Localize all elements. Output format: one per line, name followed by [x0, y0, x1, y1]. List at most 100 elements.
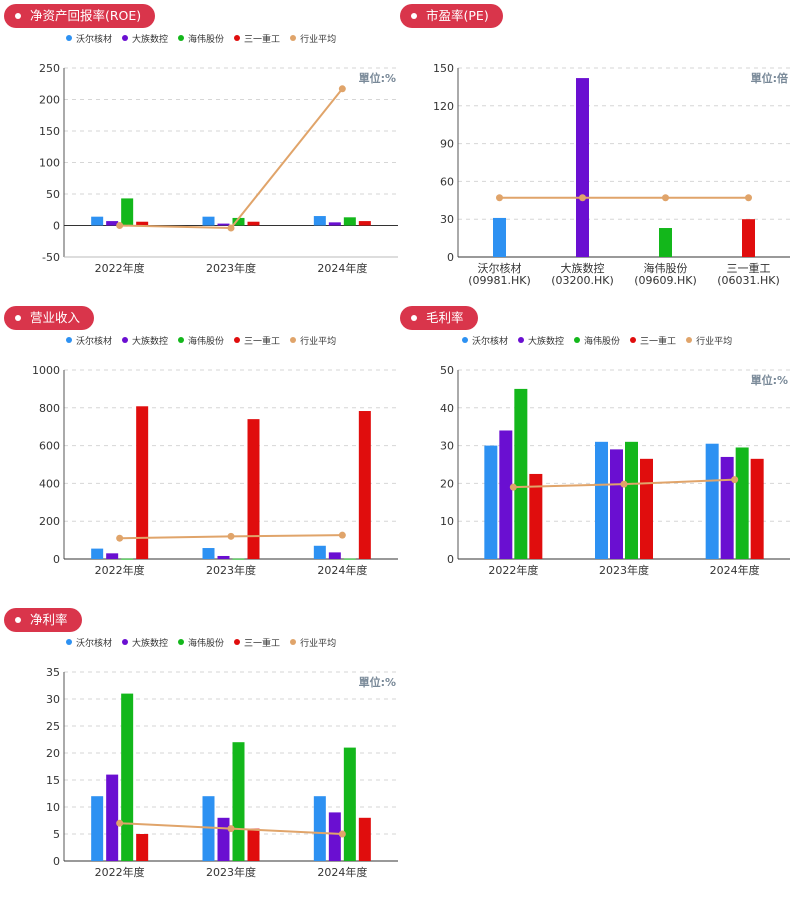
y-tick-label: 200 [39, 515, 60, 528]
net-margin-chart-panel: 净利率 沃尔核材 大族数控 海伟股份 三一重工 行业平均 0 5 10 15 20 25 3… [0, 604, 398, 904]
roe-legend[interactable]: 沃尔核材 大族数控 海伟股份 三一重工 行业平均 [66, 30, 346, 46]
bar [358, 817, 371, 861]
bar [514, 388, 528, 559]
legend-item-average[interactable]: 行业平均 [290, 332, 336, 348]
average-point [338, 85, 346, 93]
average-point [731, 476, 739, 484]
bar [484, 445, 498, 559]
legend-item-dazu[interactable]: 大族数控 [122, 332, 168, 348]
net-margin-title-pill: 净利率 [4, 608, 82, 632]
y-tick-label: 25 [46, 720, 60, 733]
bar [121, 693, 134, 861]
net-margin-legend[interactable]: 沃尔核材 大族数控 海伟股份 三一重工 行业平均 [66, 634, 346, 650]
legend-dot-icon [122, 639, 129, 645]
legend-item-wal[interactable]: 沃尔核材 [66, 634, 112, 650]
y-tick-label: 600 [39, 440, 60, 453]
bar [247, 419, 260, 559]
bar [640, 458, 653, 559]
legend-item-dazu[interactable]: 大族数控 [518, 332, 564, 348]
legend-item-wal[interactable]: 沃尔核材 [66, 332, 112, 348]
revenue-legend[interactable]: 沃尔核材 大族数控 海伟股份 三一重工 行业平均 [66, 332, 346, 348]
legend-dot-icon [462, 337, 468, 343]
bar [136, 834, 149, 861]
bar [705, 443, 719, 559]
x-tick-label: 2022年度 [95, 563, 145, 577]
x-tick-code-label: (06031.HK) [717, 274, 780, 287]
y-tick-label: 35 [46, 666, 60, 679]
y-tick-label: 30 [440, 440, 454, 453]
legend-item-haiwei[interactable]: 海伟股份 [178, 634, 224, 650]
average-line [119, 88, 344, 230]
y-tick-label: 20 [440, 477, 454, 490]
bar [121, 198, 134, 226]
y-tick-label: 50 [46, 188, 60, 201]
legend-dot-icon [290, 639, 297, 645]
average-point [116, 222, 124, 229]
y-tick-label: 120 [433, 100, 454, 113]
bar [742, 219, 755, 257]
legend-item-haiwei[interactable]: 海伟股份 [178, 30, 224, 46]
legend-item-average[interactable]: 行业平均 [686, 332, 732, 348]
legend-item-average[interactable]: 行业平均 [290, 30, 336, 46]
pill-dot-icon [411, 13, 417, 19]
legend-item-sany[interactable]: 三一重工 [630, 332, 676, 348]
legend-item-wal[interactable]: 沃尔核材 [462, 332, 508, 348]
y-tick-label: 100 [39, 157, 60, 170]
gross-margin-title-pill: 毛利率 [400, 306, 478, 330]
legend-item-dazu[interactable]: 大族数控 [122, 634, 168, 650]
y-tick-label: -50 [42, 251, 60, 264]
bar [202, 796, 215, 861]
gross-margin-legend[interactable]: 沃尔核材 大族数控 海伟股份 三一重工 行业平均 [462, 332, 742, 348]
legend-dot-icon [290, 35, 297, 41]
bar [343, 558, 356, 560]
legend-dot-icon [66, 337, 72, 343]
bar [106, 221, 119, 226]
average-point [620, 480, 628, 488]
x-tick-label: 沃尔核材 [478, 261, 522, 275]
bar [91, 796, 104, 861]
legend-dot-icon [234, 35, 241, 41]
legend-dot-icon [66, 639, 72, 645]
y-tick-label: 1000 [32, 364, 60, 377]
bar [91, 548, 104, 559]
legend-dot-icon [686, 337, 693, 343]
y-tick-label: 150 [39, 125, 60, 138]
legend-item-dazu[interactable]: 大族数控 [122, 30, 168, 46]
legend-item-sany[interactable]: 三一重工 [234, 332, 280, 348]
legend-item-average[interactable]: 行业平均 [290, 634, 336, 650]
unit-label: 單位:% [359, 675, 396, 689]
legend-item-haiwei[interactable]: 海伟股份 [178, 332, 224, 348]
average-point [338, 830, 346, 838]
unit-label: 單位:% [359, 71, 396, 85]
legend-item-sany[interactable]: 三一重工 [234, 634, 280, 650]
bar [328, 222, 341, 226]
x-tick-label: 2024年度 [710, 563, 760, 577]
gross-margin-plot: 0 10 20 30 40 50 單位:% 2022年度 2023年度 2024年度 [440, 364, 790, 577]
revenue-title: 营业收入 [30, 310, 81, 325]
y-tick-label: 20 [46, 747, 60, 760]
legend-dot-icon [234, 337, 241, 343]
roe-title-pill: 净资产回报率(ROE) [4, 4, 156, 28]
legend-item-wal[interactable]: 沃尔核材 [66, 30, 112, 46]
bar [358, 411, 371, 559]
bar [610, 449, 623, 559]
bar [499, 430, 513, 559]
bar [313, 216, 326, 226]
legend-item-haiwei[interactable]: 海伟股份 [574, 332, 620, 348]
pill-dot-icon [411, 315, 417, 321]
x-tick-label: 2022年度 [95, 865, 145, 879]
bar [529, 473, 543, 559]
bar [202, 216, 215, 226]
bar [247, 828, 260, 861]
bar [202, 548, 215, 559]
x-tick-label: 2023年度 [206, 261, 256, 275]
x-tick-label: 2023年度 [599, 563, 649, 577]
legend-item-sany[interactable]: 三一重工 [234, 30, 280, 46]
y-tick-label: 10 [46, 801, 60, 814]
y-tick-label: 0 [53, 855, 60, 868]
y-tick-label: 10 [440, 515, 454, 528]
average-point [227, 825, 235, 833]
net-margin-plot: 0 5 10 15 20 25 30 35 單位:% 2022年度 2023年度 2024年度 [46, 666, 398, 879]
average-point [227, 532, 235, 540]
